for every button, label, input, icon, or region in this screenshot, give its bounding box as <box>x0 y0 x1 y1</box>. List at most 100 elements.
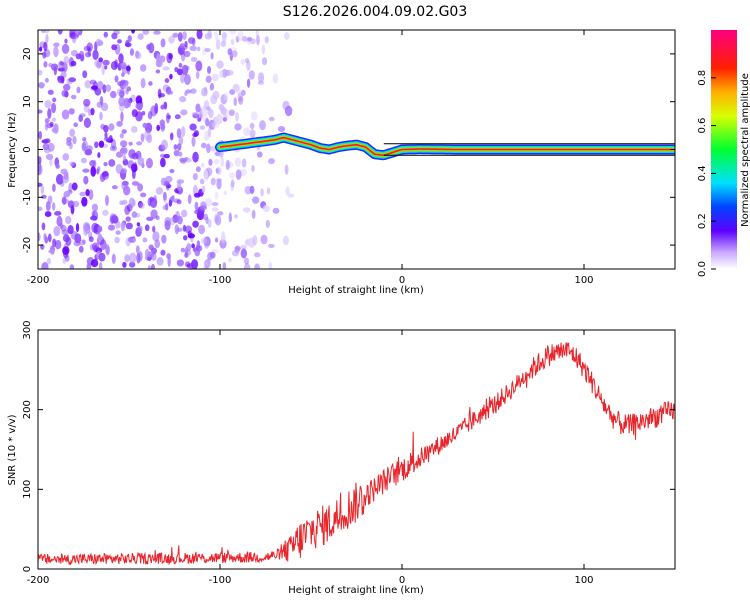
noise-speckle <box>41 194 47 199</box>
snr-x-tick-label: -100 <box>209 575 232 586</box>
noise-speckle <box>187 194 192 205</box>
noise-speckle <box>204 174 209 182</box>
snr-y-tick-label: 100 <box>22 480 33 499</box>
noise-speckle <box>266 187 271 195</box>
noise-speckle <box>260 188 264 197</box>
noise-speckle <box>208 108 214 119</box>
noise-speckle <box>122 155 127 161</box>
noise-speckle <box>157 88 162 99</box>
noise-speckle <box>166 253 171 260</box>
noise-speckle <box>152 225 156 233</box>
noise-speckle <box>184 246 188 258</box>
noise-speckle <box>111 44 118 51</box>
noise-speckle <box>229 172 235 179</box>
spectrogram-x-ticks: -200 -100 0 100 <box>27 30 594 286</box>
noise-speckle <box>180 126 186 138</box>
noise-speckle <box>49 121 54 127</box>
noise-speckle <box>82 70 88 79</box>
noise-speckle <box>102 59 110 66</box>
noise-speckle <box>262 205 271 213</box>
noise-speckle <box>264 36 269 44</box>
noise-speckle <box>160 249 166 256</box>
noise-speckle <box>66 189 73 195</box>
noise-speckle <box>130 126 138 133</box>
noise-speckle <box>83 175 89 185</box>
noise-speckle <box>38 130 43 140</box>
noise-speckle <box>238 96 244 105</box>
noise-speckle <box>162 194 168 203</box>
noise-speckle <box>243 207 251 213</box>
noise-speckle <box>80 157 87 164</box>
noise-speckle <box>176 199 182 205</box>
noise-speckle <box>191 259 199 269</box>
noise-speckle <box>223 190 228 196</box>
noise-speckle <box>57 30 63 35</box>
noise-speckle <box>100 102 109 112</box>
noise-speckle <box>155 69 161 74</box>
noise-speckle <box>260 234 268 245</box>
noise-speckle <box>44 100 52 109</box>
noise-speckle <box>165 175 173 183</box>
noise-speckle <box>131 30 136 34</box>
noise-speckle <box>83 117 91 128</box>
noise-speckle <box>111 32 118 40</box>
noise-speckle <box>255 30 259 37</box>
noise-speckle <box>268 116 275 122</box>
noise-speckle <box>142 122 148 128</box>
noise-speckle <box>219 238 227 249</box>
spectrogram-y-tick-label: 10 <box>22 95 33 108</box>
noise-speckle <box>191 111 199 117</box>
noise-speckle <box>138 202 145 209</box>
noise-speckle <box>282 235 289 246</box>
noise-speckle <box>108 123 115 131</box>
noise-speckle <box>140 78 146 89</box>
noise-speckle <box>100 239 107 251</box>
noise-speckle <box>114 236 120 244</box>
noise-speckle <box>119 61 127 70</box>
noise-speckle <box>207 66 212 74</box>
noise-speckle <box>121 72 125 77</box>
noise-speckle <box>211 201 219 207</box>
noise-speckle <box>91 203 99 212</box>
noise-speckle <box>127 98 132 108</box>
noise-speckles <box>38 30 295 269</box>
noise-speckle <box>135 50 140 59</box>
noise-speckle <box>140 192 147 198</box>
noise-speckle <box>44 211 52 218</box>
noise-speckle <box>51 102 57 114</box>
noise-speckle <box>96 101 103 108</box>
noise-speckle <box>64 38 68 44</box>
noise-speckle <box>234 157 242 167</box>
noise-speckle <box>176 215 183 225</box>
spectrogram-y-tick-label: 0 <box>22 146 33 152</box>
noise-speckle <box>231 50 238 58</box>
noise-speckle <box>243 262 251 269</box>
noise-speckle <box>86 42 93 52</box>
noise-speckle <box>130 163 138 173</box>
noise-speckle <box>120 221 126 232</box>
noise-speckle <box>111 185 118 190</box>
noise-speckle <box>140 133 145 143</box>
noise-speckle <box>249 122 255 130</box>
noise-speckle <box>201 142 207 149</box>
noise-speckle <box>202 213 209 221</box>
noise-speckle <box>142 30 150 35</box>
colorbar-tick-label: 0.2 <box>697 213 708 229</box>
noise-speckle <box>225 159 230 171</box>
noise-speckle <box>222 117 227 122</box>
noise-speckle <box>144 224 150 232</box>
noise-speckle <box>91 85 98 90</box>
noise-speckle <box>204 258 211 269</box>
spectrogram-x-label: Height of straight line (km) <box>288 285 424 296</box>
noise-speckle <box>214 237 219 243</box>
snr-y-tick-label: 200 <box>22 400 33 419</box>
noise-speckle <box>160 122 166 133</box>
noise-speckle <box>190 88 197 94</box>
noise-speckle <box>146 134 153 144</box>
spectrogram-y-tick-label: -20 <box>22 237 33 253</box>
spectrogram-x-tick-label: -200 <box>27 275 50 286</box>
noise-speckle <box>62 153 70 161</box>
noise-speckle <box>168 35 175 44</box>
snr-y-label: SNR (10 * v/v) <box>7 414 18 485</box>
noise-speckle <box>195 166 201 173</box>
